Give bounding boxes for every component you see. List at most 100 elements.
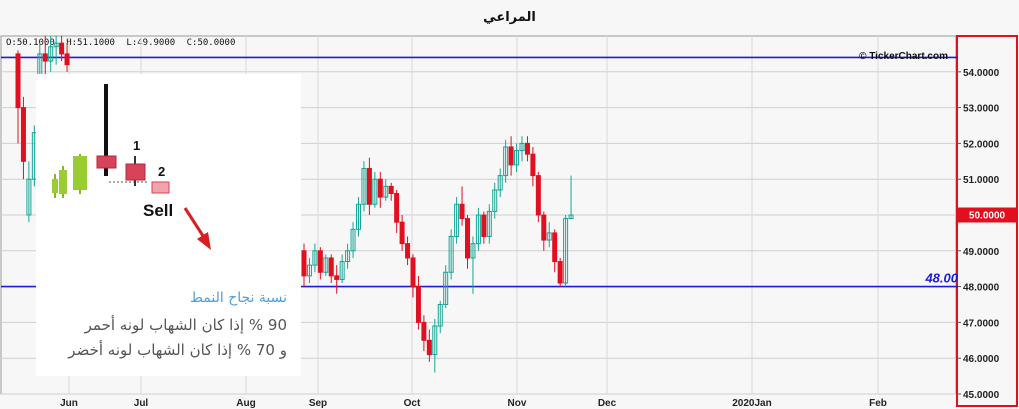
close-value: C:50.0000 <box>186 38 236 48</box>
y-tick-label: 54.0000 <box>963 68 1000 79</box>
candle-body <box>454 203 460 237</box>
candle-body <box>64 53 70 66</box>
y-tick-label: 46.0000 <box>963 354 1000 365</box>
candle <box>497 168 503 198</box>
y-tick-label: 45.0000 <box>963 390 1000 401</box>
candle <box>388 182 394 201</box>
candle <box>503 139 509 183</box>
candle <box>301 243 307 287</box>
candle <box>405 236 411 266</box>
candle-body <box>388 185 394 195</box>
candle <box>524 136 530 162</box>
candle-body <box>42 53 48 62</box>
candle <box>394 189 400 233</box>
y-tick-label: 52.0000 <box>963 139 1000 150</box>
candle <box>15 50 21 144</box>
confirm-candle <box>125 156 146 186</box>
candles <box>15 36 574 373</box>
candle <box>383 179 389 201</box>
candle-body <box>317 250 323 273</box>
sell-candle <box>151 181 170 194</box>
candle <box>486 204 492 244</box>
candle <box>64 43 70 72</box>
candle <box>535 172 541 223</box>
high-value: H:51.1000 <box>66 38 115 48</box>
candle-body <box>459 203 465 220</box>
y-tick-label: 47.0000 <box>963 318 1000 329</box>
pattern-inset: 1 2 Sell نسبة نجاح النمط 90 % إذا كان ال… <box>36 74 301 376</box>
chart-title: المراعي <box>483 10 536 25</box>
candle-body <box>421 321 427 341</box>
candle-body <box>59 42 65 55</box>
candle-body <box>350 228 356 252</box>
candle-body <box>334 275 340 280</box>
candle <box>508 136 514 176</box>
candle-body <box>345 250 351 263</box>
candle-body <box>443 271 449 305</box>
candle <box>399 215 405 251</box>
pattern-illustration: 1 2 Sell <box>52 84 211 250</box>
low-value: L:49.9000 <box>126 38 176 48</box>
candle <box>481 211 487 244</box>
candle-body <box>481 214 487 237</box>
candle-body <box>306 264 312 277</box>
candle <box>465 215 470 269</box>
candle <box>541 211 547 251</box>
step-1-label: 1 <box>133 138 140 153</box>
candle-body <box>519 142 525 152</box>
y-tick-label: 51.0000 <box>963 175 1000 186</box>
y-axis-ticks: 45.000046.000047.000048.000049.000050.00… <box>957 68 1000 401</box>
green-candle-3 <box>73 154 87 194</box>
candle-body <box>399 221 405 245</box>
y-tick-label: 53.0000 <box>963 104 1000 115</box>
x-tick-label: Aug <box>236 398 255 409</box>
last-price-box <box>958 207 1016 223</box>
candle-body <box>312 250 318 266</box>
candle <box>410 254 416 298</box>
y-tick-label: 48.0000 <box>963 283 1000 294</box>
candle <box>339 254 345 284</box>
candle-body <box>301 250 307 277</box>
x-tick-label: Nov <box>508 398 527 409</box>
candle-body <box>366 167 372 205</box>
candle <box>519 136 525 162</box>
x-tick-label: 2020Jan <box>732 398 771 409</box>
candle-body <box>503 146 509 177</box>
candle-body <box>26 178 32 216</box>
candle-body <box>383 185 389 198</box>
candle-body <box>475 214 481 245</box>
candle-body <box>486 210 492 237</box>
candle <box>366 157 372 215</box>
x-tick-label: Dec <box>598 398 617 409</box>
candle <box>345 243 351 269</box>
green-candle-1 <box>52 174 58 198</box>
x-tick-label: Feb <box>869 398 887 409</box>
candle-body <box>563 218 569 284</box>
candle <box>328 254 334 284</box>
candle-body <box>552 232 558 263</box>
candle <box>432 318 438 373</box>
candle <box>48 36 54 72</box>
last-price-label: 50.0000 <box>969 211 1006 222</box>
candle <box>421 315 427 352</box>
candle-body <box>339 261 345 280</box>
candle <box>415 275 421 330</box>
candle <box>454 197 460 244</box>
green-candle-2 <box>59 166 67 198</box>
candle-body <box>492 189 498 212</box>
x-tick-label: Jun <box>60 398 78 409</box>
candle <box>448 229 454 280</box>
candle-body <box>426 339 432 356</box>
candle <box>323 254 329 276</box>
candle-body <box>15 53 21 109</box>
candle <box>426 329 432 362</box>
candle-body <box>377 178 383 198</box>
candle-body <box>497 175 503 191</box>
candle-body <box>394 193 400 223</box>
y-axis-frame <box>956 35 1018 407</box>
candle-body <box>470 243 476 259</box>
candle <box>356 197 361 237</box>
candle-body <box>323 257 329 273</box>
inset-line-1: 90 % إذا كان الشهاب لونه أحمر <box>84 316 287 334</box>
shooting-star-candle <box>96 84 117 176</box>
